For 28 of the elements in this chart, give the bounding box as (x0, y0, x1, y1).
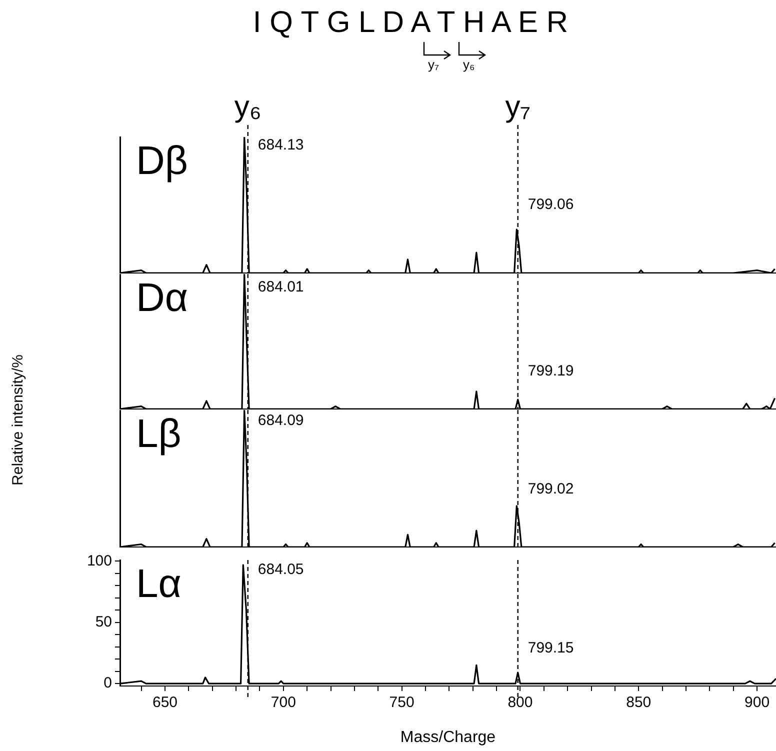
series-label: Dβ (136, 139, 188, 184)
ref-line-label: y₇ (505, 90, 531, 124)
annotation: 799.19 (528, 362, 574, 380)
y-axis-title: Relative intensity/% (10, 354, 26, 486)
annotation: 799.06 (528, 196, 574, 214)
annotation: 684.09 (258, 412, 304, 430)
series-label: Lα (136, 562, 182, 606)
annotation: 684.13 (258, 136, 304, 154)
annotation: 799.15 (528, 639, 574, 656)
x-tick-label: 700 (270, 694, 296, 712)
chart-title: I Q T G L D A T H A E R (252, 6, 570, 40)
text: y₆ (463, 57, 475, 72)
y-tick-label: 0 (104, 674, 112, 692)
text: y₇ (428, 57, 439, 72)
x-tick-label: 750 (389, 694, 414, 712)
annotation: 684.01 (258, 278, 304, 296)
ref-line-label: y₆ (234, 90, 262, 124)
series-label: Lβ (136, 412, 182, 456)
x-tick-label: 900 (744, 694, 770, 712)
x-axis-title: Mass/Charge (400, 728, 496, 746)
x-tick-label: 650 (152, 694, 178, 712)
x-tick-label: 800 (508, 694, 533, 712)
x-tick-label: 850 (626, 694, 652, 712)
y-tick-label: 100 (86, 552, 112, 570)
series-label: Dα (136, 276, 188, 320)
y-tick-label: 50 (95, 614, 112, 631)
annotation: 799.02 (528, 480, 574, 498)
annotation: 684.05 (258, 561, 304, 578)
